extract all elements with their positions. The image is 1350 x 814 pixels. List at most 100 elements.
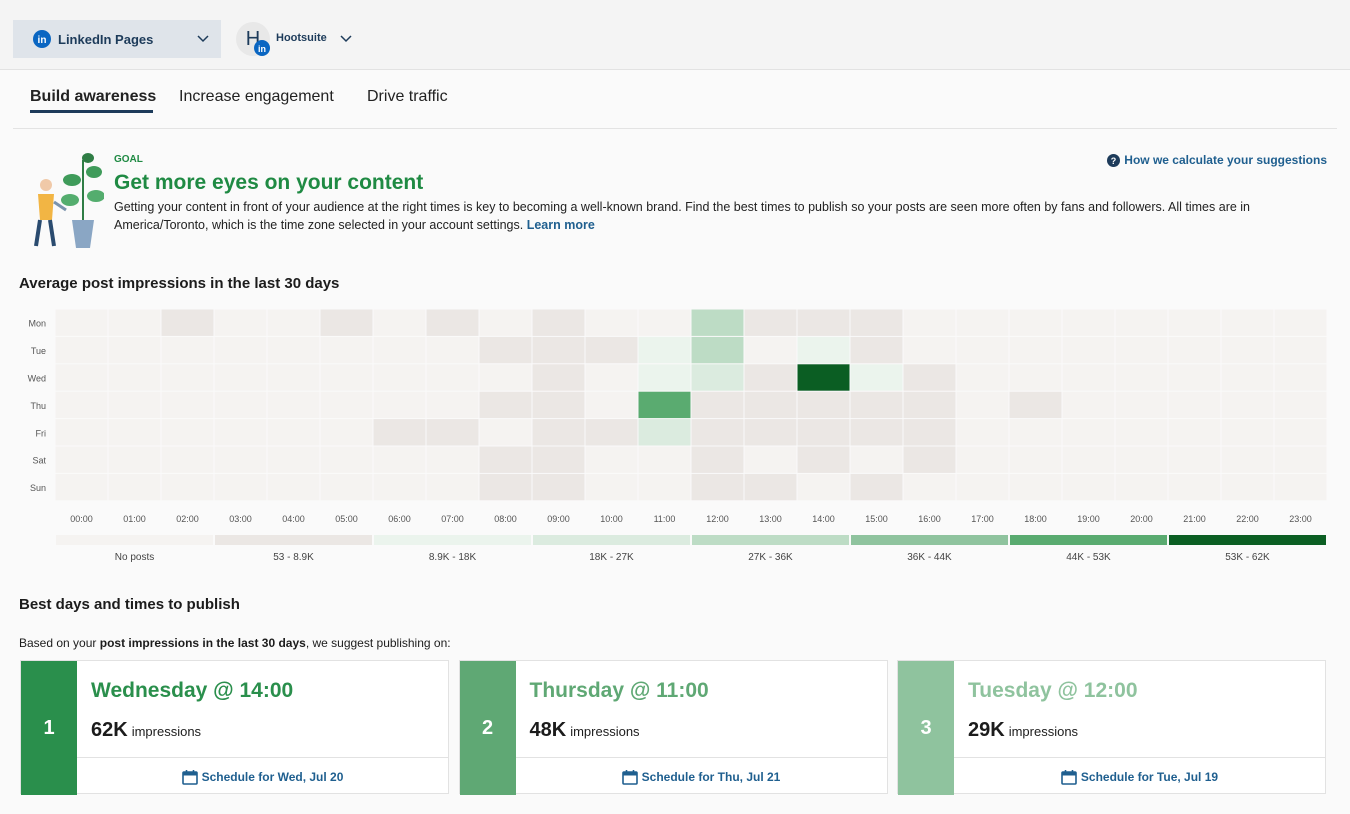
legend-label: 36K - 44K xyxy=(907,552,952,563)
heatmap-cell xyxy=(1009,473,1062,501)
heatmap-cell xyxy=(850,309,903,336)
heatmap-cell xyxy=(903,419,956,446)
day-label: Sat xyxy=(32,456,46,466)
suggestion-card: 2 Thursday @ 11:00 48K impressions Schedule … xyxy=(458,660,888,795)
heatmap-cell xyxy=(55,446,108,473)
heatmap-cell xyxy=(161,446,214,473)
hour-label: 14:00 xyxy=(812,514,835,524)
heatmap-cell xyxy=(1274,336,1327,364)
goal-description: Getting your content in front of your au… xyxy=(114,198,1294,234)
heatmap-cell xyxy=(373,419,426,446)
heatmap-cell xyxy=(903,364,956,391)
heatmap-cell xyxy=(585,419,638,446)
help-text: How we calculate your suggestions xyxy=(1124,153,1327,167)
heatmap-cell xyxy=(108,446,161,473)
heatmap-cell xyxy=(744,309,797,336)
heatmap-cell xyxy=(532,336,585,364)
heatmap-cell xyxy=(1274,309,1327,336)
heatmap-cell xyxy=(797,419,850,446)
heatmap-cell xyxy=(1009,309,1062,336)
hour-label: 05:00 xyxy=(335,514,358,524)
tab[interactable]: Drive traffic xyxy=(367,88,448,105)
account-name[interactable]: Hootsuite xyxy=(276,32,327,44)
heatmap-cell xyxy=(479,364,532,391)
heatmap-cell xyxy=(267,336,320,364)
heatmap-cell xyxy=(1062,309,1115,336)
heatmap-cell xyxy=(1168,419,1221,446)
help-link[interactable]: ? How we calculate your suggestions xyxy=(1107,153,1327,167)
heatmap-cell xyxy=(426,364,479,391)
heatmap-cell xyxy=(214,391,267,419)
heatmap-cell xyxy=(55,391,108,419)
hour-label: 10:00 xyxy=(600,514,623,524)
heatmap-cell xyxy=(903,473,956,501)
tab[interactable]: Increase engagement xyxy=(179,88,334,105)
heatmap-cell xyxy=(161,336,214,364)
schedule-button[interactable]: Schedule for Wed, Jul 20 xyxy=(77,757,448,795)
heatmap-cell xyxy=(1115,336,1168,364)
heatmap-cell xyxy=(161,364,214,391)
legend-swatch xyxy=(533,535,690,545)
heatmap-cell xyxy=(320,446,373,473)
legend-label: No posts xyxy=(115,552,154,563)
heatmap-cell xyxy=(744,336,797,364)
heatmap-cell xyxy=(691,391,744,419)
hour-label: 21:00 xyxy=(1183,514,1206,524)
heatmap-cell xyxy=(585,364,638,391)
hour-label: 09:00 xyxy=(547,514,570,524)
heatmap-cell xyxy=(1009,336,1062,364)
learn-more-link[interactable]: Learn more xyxy=(526,218,595,232)
tab-underline xyxy=(30,110,153,113)
best-title: Best days and times to publish xyxy=(19,596,240,613)
tab[interactable]: Build awareness xyxy=(30,88,157,105)
heatmap-cell xyxy=(903,336,956,364)
heatmap-cell xyxy=(585,446,638,473)
impressions-unit: impressions xyxy=(131,724,202,739)
card-rank: 3 xyxy=(898,661,954,795)
heatmap-cell xyxy=(1062,419,1115,446)
heatmap-cell xyxy=(373,446,426,473)
legend-label: 44K - 53K xyxy=(1066,552,1111,563)
intro-bold: post impressions in the last 30 days xyxy=(99,636,306,650)
calendar-icon xyxy=(621,769,638,785)
hour-label: 07:00 xyxy=(441,514,464,524)
heatmap-cell xyxy=(638,309,691,336)
heatmap-cell xyxy=(850,473,903,501)
heatmap-cell xyxy=(108,309,161,336)
heatmap-cell xyxy=(108,473,161,501)
heatmap-cell xyxy=(1168,391,1221,419)
calendar-icon xyxy=(181,769,198,785)
schedule-button[interactable]: Schedule for Tue, Jul 19 xyxy=(954,757,1325,795)
intro-text: , we suggest publishing on: xyxy=(305,636,451,650)
heatmap-cell xyxy=(797,391,850,419)
heatmap-cell xyxy=(373,391,426,419)
heatmap-cell xyxy=(55,309,108,336)
heatmap-cell xyxy=(1168,446,1221,473)
schedule-button[interactable]: Schedule for Thu, Jul 21 xyxy=(515,757,887,795)
heatmap-cell xyxy=(1168,473,1221,501)
legend-label: 27K - 36K xyxy=(748,552,793,563)
heatmap-cell xyxy=(638,419,691,446)
heatmap-cell xyxy=(1062,364,1115,391)
heatmap-cell xyxy=(903,391,956,419)
day-label: Tue xyxy=(31,346,46,356)
hour-label: 19:00 xyxy=(1077,514,1100,524)
heatmap-cell xyxy=(426,473,479,501)
pages-dropdown[interactable]: in LinkedIn Pages xyxy=(13,20,221,58)
heatmap-cell xyxy=(691,473,744,501)
calendar-icon xyxy=(1061,769,1077,785)
heatmap-cell xyxy=(585,309,638,336)
heatmap-cell xyxy=(479,336,532,364)
heatmap-cell xyxy=(267,364,320,391)
heatmap-cell xyxy=(108,391,161,419)
heatmap-cell xyxy=(797,336,850,364)
legend-swatch xyxy=(56,535,213,545)
heatmap-cell xyxy=(1168,309,1221,336)
heatmap-cell xyxy=(108,364,161,391)
heatmap-cell xyxy=(161,391,214,419)
day-label: Mon xyxy=(28,319,46,329)
schedule-label: Schedule for Wed, Jul 20 xyxy=(201,769,344,784)
heatmap-cell xyxy=(1062,446,1115,473)
day-label: Thu xyxy=(30,401,46,411)
